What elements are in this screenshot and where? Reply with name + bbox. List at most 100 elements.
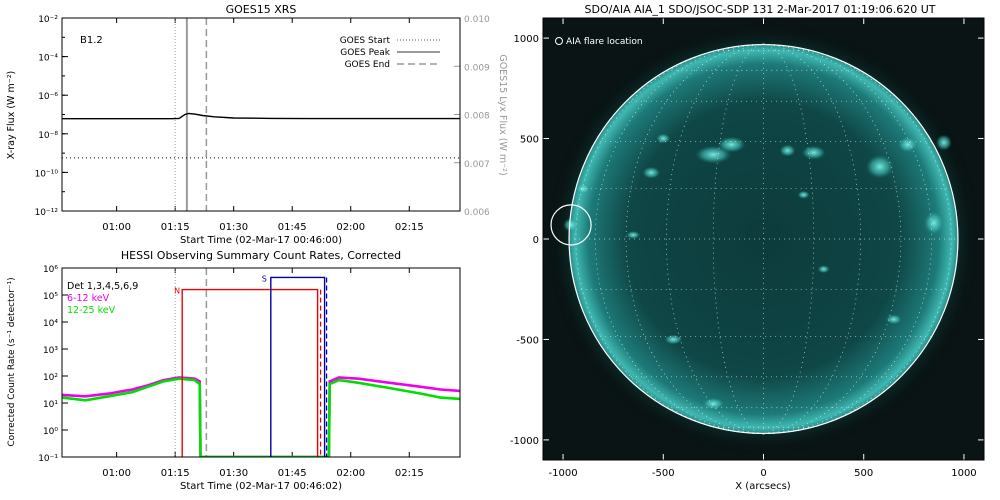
hessi-x-tick-label: 01:00 xyxy=(102,468,131,479)
hessi-y-tick-label: 10² xyxy=(43,373,58,383)
goes-xray-series xyxy=(62,112,460,120)
grid-longitude-line xyxy=(763,43,933,435)
goes-x-tick-label: 01:30 xyxy=(219,222,248,233)
heliographic-grid xyxy=(569,43,958,435)
aia-image-panel: SDO/AIA AIA_1 SDO/JSOC-SDP 131 2-Mar-201… xyxy=(510,3,985,492)
active-region-blob xyxy=(779,144,796,157)
grid-longitude-line xyxy=(763,43,902,435)
active-region-blob xyxy=(576,182,591,195)
hessi-attenuator-n xyxy=(181,288,319,457)
active-region-blob xyxy=(897,136,918,153)
hessi-x-tick-label: 01:15 xyxy=(161,468,190,479)
hessi-y-tick-label: 10⁵ xyxy=(43,292,58,302)
active-region-blob xyxy=(817,265,830,274)
hessi-bar-label-s: S xyxy=(262,274,267,283)
active-region-blob xyxy=(626,230,641,239)
active-region-blob xyxy=(664,334,683,345)
goes-y-tick-label: 10⁻² xyxy=(38,15,58,25)
active-region-blob xyxy=(801,145,826,160)
aia-x-tick-label: 0 xyxy=(760,468,766,479)
hessi-chart-title: HESSI Observing Summary Count Rates, Cor… xyxy=(121,249,401,262)
aia-x-tick-label: 1000 xyxy=(951,468,976,479)
hessi-y-tick-label: 10¹ xyxy=(43,400,58,410)
active-region-blob xyxy=(797,190,810,199)
goes-y2-tick-label: 0.010 xyxy=(464,15,490,25)
goes-plot-frame xyxy=(61,17,461,212)
goes-legend-label: GOES Start xyxy=(340,36,391,46)
aia-y-tick-label: -1000 xyxy=(510,436,539,447)
flare-location-circle xyxy=(550,204,592,246)
active-region-blob xyxy=(642,166,661,179)
aia-x-tick-label: -500 xyxy=(652,468,675,479)
aia-image-title: SDO/AIA AIA_1 SDO/JSOC-SDP 131 2-Mar-201… xyxy=(585,3,936,16)
goes-y-tick-label: 10⁻¹² xyxy=(35,208,59,218)
hessi-count-rate-panel: HESSI Observing Summary Count Rates, Cor… xyxy=(7,249,461,492)
goes-x-tick-label: 01:00 xyxy=(102,222,131,233)
hessi-series-12-25 xyxy=(62,377,460,457)
goes-y2-tick-label: 0.006 xyxy=(464,208,490,218)
aia-plot-frame xyxy=(542,17,985,461)
hessi-legend-label: Det 1,3,4,5,6,9 xyxy=(67,281,138,292)
hessi-y-axis-label: Corrected Count Rate (s⁻¹ detector⁻¹) xyxy=(7,277,17,446)
goes-x-tick-label: 01:45 xyxy=(278,222,307,233)
active-region-blob xyxy=(935,134,952,151)
grid-longitude-line xyxy=(665,43,764,435)
goes-y2-axis-label: GOES15 Lyx Flux (W m⁻²) xyxy=(497,54,508,175)
aia-x-tick-label: 500 xyxy=(854,468,873,479)
goes-x-axis-label: Start Time (02-Mar-17 00:46:00) xyxy=(180,235,342,246)
hessi-legend-label: 12-25 keV xyxy=(67,305,116,316)
hessi-y-tick-label: 10⁶ xyxy=(43,265,58,275)
active-region-blob xyxy=(563,217,580,232)
goes-legend-label: GOES End xyxy=(345,60,390,70)
aia-x-axis-label: X (arcsecs) xyxy=(735,481,791,492)
grid-longitude-line xyxy=(763,43,862,435)
aia-y-tick-label: 500 xyxy=(520,135,539,146)
solar-limb xyxy=(568,43,959,435)
active-region-blob xyxy=(656,133,671,144)
goes-x-tick-label: 02:15 xyxy=(395,222,424,233)
aia-y-tick-label: 0 xyxy=(533,235,539,246)
grid-longitude-line xyxy=(763,43,952,435)
active-region-blob xyxy=(923,210,944,235)
goes-y-tick-label: 10⁻⁴ xyxy=(38,54,58,64)
hessi-x-tick-label: 01:45 xyxy=(278,468,307,479)
goes-class-annotation: B1.2 xyxy=(80,35,103,46)
goes-y2-tick-label: 0.009 xyxy=(464,63,490,73)
active-regions xyxy=(563,133,952,410)
goes-legend-label: GOES Peak xyxy=(340,48,390,58)
grid-longitude-line xyxy=(575,43,764,435)
hessi-x-tick-label: 02:15 xyxy=(395,468,424,479)
active-region-blob xyxy=(717,136,746,153)
grid-longitude-line xyxy=(625,43,764,435)
hessi-x-axis-label: Start Time (02-Mar-17 00:46:02) xyxy=(180,481,342,492)
goes-x-tick-label: 01:15 xyxy=(161,222,190,233)
goes-y-tick-label: 10⁻⁶ xyxy=(38,92,58,102)
grid-longitude-line xyxy=(594,43,764,435)
active-region-blob xyxy=(702,397,725,410)
aia-x-tick-label: -1000 xyxy=(549,468,578,479)
goes-y2-tick-label: 0.008 xyxy=(464,112,490,122)
goes-y-axis-label: X-ray Flux (W m⁻²) xyxy=(6,71,17,160)
hessi-y-tick-label: 10⁻¹ xyxy=(38,454,58,464)
active-region-blob xyxy=(865,154,894,179)
goes-y-tick-label: 10⁻¹⁰ xyxy=(35,169,59,179)
aia-y-tick-label: -500 xyxy=(516,335,539,346)
hessi-x-tick-label: 02:00 xyxy=(336,468,365,479)
hessi-legend-label: 6-12 keV xyxy=(67,293,110,304)
hessi-x-tick-label: 01:30 xyxy=(219,468,248,479)
goes-chart-title: GOES15 XRS xyxy=(226,3,297,16)
hessi-y-tick-label: 10⁰ xyxy=(43,427,58,437)
active-region-blob xyxy=(885,314,902,325)
aia-y-tick-label: 1000 xyxy=(514,34,539,45)
hessi-attenuator-s xyxy=(270,276,326,457)
hessi-plot-frame xyxy=(61,267,461,458)
aia-legend-label: AIA flare location xyxy=(566,37,643,47)
goes-y2-tick-label: 0.007 xyxy=(464,160,490,170)
goes-xrs-panel: GOES15 XRS Start Time (02-Mar-17 00:46:0… xyxy=(6,3,508,246)
hessi-y-tick-label: 10³ xyxy=(43,346,58,356)
goes-x-tick-label: 02:00 xyxy=(336,222,365,233)
legend-marker-circle xyxy=(555,37,563,45)
aia-solar-image: AIA flare location xyxy=(543,18,984,460)
goes-y-tick-label: 10⁻⁸ xyxy=(38,131,58,141)
